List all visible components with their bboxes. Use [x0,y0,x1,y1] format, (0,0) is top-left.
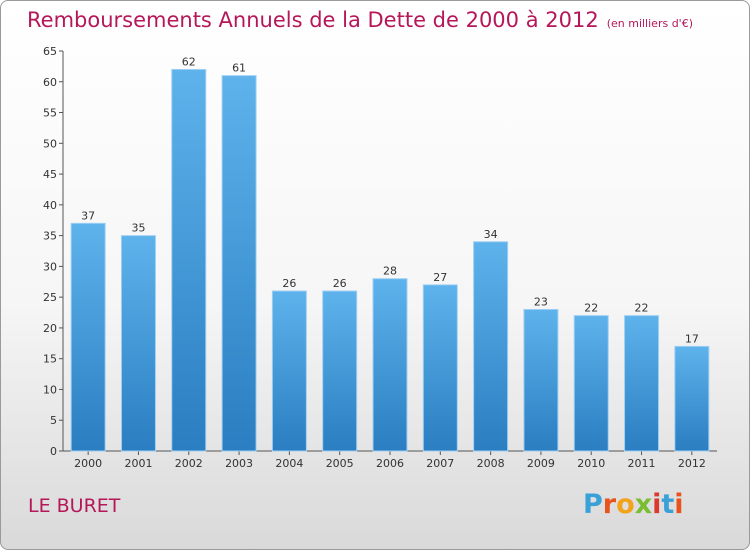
y-tick-label: 25 [43,291,57,304]
y-tick-label: 10 [43,383,57,396]
y-tick-label: 35 [43,230,57,243]
data-label-2010: 22 [584,302,598,315]
logo-letter: P [583,489,603,520]
x-tick-label-2007: 2007 [426,457,454,470]
bar-2001 [120,235,156,452]
x-tick-label-2000: 2000 [74,457,102,470]
data-label-2002: 62 [182,55,196,68]
x-tick-label-2005: 2005 [326,457,354,470]
logo-letter: r [602,489,617,520]
y-tick-label: 55 [43,107,57,120]
logo-letter: i [674,489,684,520]
x-tick-label-2006: 2006 [376,457,404,470]
y-tick-label: 65 [43,45,57,58]
logo-letter: i [652,489,662,520]
data-label-2007: 27 [433,271,447,284]
x-tick-label-2011: 2011 [628,457,656,470]
data-label-2004: 26 [282,277,296,290]
bar-2003 [221,75,257,452]
bar-2002 [171,68,207,452]
bar-2006 [372,278,408,452]
logo-letter: t [661,489,675,520]
y-tick-label: 30 [43,260,57,273]
bar-2005 [322,290,358,452]
data-label-2012: 17 [685,332,699,345]
bar-2011 [624,315,660,452]
y-tick-label: 15 [43,353,57,366]
logo-letter: o [616,489,635,520]
chart-title: Remboursements Annuels de la Dette de 20… [27,8,693,32]
bar-2000 [70,222,106,452]
bar-2004 [271,290,307,452]
logo-letter: x [634,489,653,520]
x-tick-label-2010: 2010 [577,457,605,470]
y-tick-label: 50 [43,137,57,150]
bar-2010 [573,315,609,452]
commune-name: LE BURET [28,495,121,517]
y-tick-label: 40 [43,199,57,212]
data-label-2003: 61 [232,62,246,75]
y-tick-label: 20 [43,322,57,335]
data-label-2009: 23 [534,295,548,308]
x-tick-label-2012: 2012 [678,457,706,470]
y-tick-label: 60 [43,76,57,89]
bar-2008 [473,241,509,452]
y-tick-label: 5 [50,414,57,427]
proxiti-logo: Proxiti [583,489,684,520]
data-label-2005: 26 [333,277,347,290]
bar-2012 [674,345,710,452]
x-tick-label-2004: 2004 [275,457,303,470]
data-label-2000: 37 [81,209,95,222]
bar-2009 [523,308,559,452]
x-tick-label-2009: 2009 [527,457,555,470]
data-label-2008: 34 [484,228,498,241]
x-tick-label-2001: 2001 [124,457,152,470]
data-label-2001: 35 [131,222,145,235]
x-tick-label-2008: 2008 [477,457,505,470]
x-tick-label-2002: 2002 [175,457,203,470]
x-tick-label-2003: 2003 [225,457,253,470]
y-tick-label: 45 [43,168,57,181]
y-tick-label: 0 [50,445,57,458]
chart-title-main: Remboursements Annuels de la Dette de 20… [27,8,599,32]
bar-2007 [422,284,458,452]
data-label-2006: 28 [383,265,397,278]
chart-unit-label: (en milliers d'€) [606,17,693,30]
data-label-2011: 22 [635,302,649,315]
